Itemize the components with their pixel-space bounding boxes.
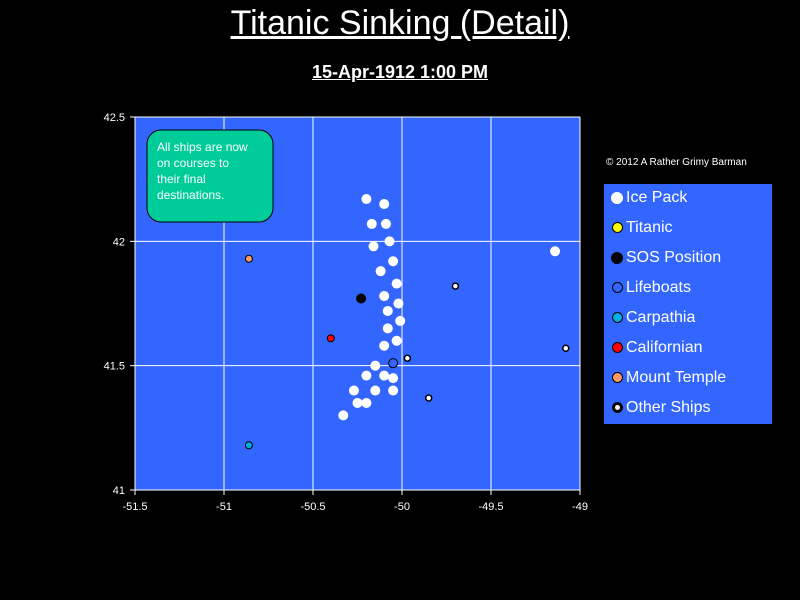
x-tick-label: -51 xyxy=(216,501,232,513)
chart-subtitle: 15-Apr-1912 1:00 PM xyxy=(311,62,489,82)
legend-label-titanic: Titanic xyxy=(626,219,673,236)
x-tick-label: -50 xyxy=(394,501,410,513)
legend-label-sos-position: SOS Position xyxy=(626,249,722,266)
point-other-ships xyxy=(403,354,412,362)
point-ice-pack xyxy=(384,236,395,247)
point-ice-pack xyxy=(382,323,393,334)
point-ice-pack xyxy=(391,335,402,346)
point-ice-pack xyxy=(391,278,402,289)
x-tick-label: -49 xyxy=(572,501,588,513)
point-other-ships xyxy=(424,394,433,402)
point-ice-pack xyxy=(366,218,377,229)
chart-title: Titanic Sinking (Detail) xyxy=(230,4,570,42)
point-ice-pack xyxy=(379,340,390,351)
point-carpathia xyxy=(244,441,253,450)
point-ice-pack xyxy=(368,241,379,252)
point-ice-pack xyxy=(380,218,391,229)
point-ice-pack xyxy=(388,385,399,396)
legend-marker-titanic xyxy=(612,222,623,233)
y-tick-label: 41 xyxy=(113,485,125,497)
legend-marker-ice-pack xyxy=(611,192,623,204)
point-ice-pack xyxy=(393,298,404,309)
legend-item-mount-temple: Mount Temple xyxy=(612,367,727,389)
legend-label-californian: Californian xyxy=(626,339,703,356)
legend-label-other-ships: Other Ships xyxy=(626,399,711,416)
point-ice-pack xyxy=(361,370,372,381)
point-ice-pack xyxy=(348,385,359,396)
point-other-ships xyxy=(562,344,570,353)
legend-item-carpathia: Carpathia xyxy=(612,307,696,329)
point-lifeboats xyxy=(388,358,399,369)
legend: Ice Pack Titanic SOS Position Lifeboats … xyxy=(604,184,772,424)
point-ice-pack xyxy=(379,370,390,381)
point-ice-pack xyxy=(338,410,349,421)
point-other-ships xyxy=(451,282,460,290)
point-ice-pack xyxy=(382,305,393,316)
legend-label-carpathia: Carpathia xyxy=(626,309,696,326)
point-sos-position xyxy=(356,293,367,304)
legend-marker-other-ships xyxy=(612,402,623,413)
legend-label-lifeboats: Lifeboats xyxy=(626,279,691,296)
point-ice-pack xyxy=(388,373,399,384)
point-ice-pack xyxy=(379,199,390,210)
annotation-text: All ships are now on courses to their fina… xyxy=(157,140,248,202)
legend-label-mount-temple: Mount Temple xyxy=(626,369,727,386)
point-ice-pack xyxy=(361,194,372,205)
point-californian xyxy=(326,334,335,343)
legend-item-ice-pack: Ice Pack xyxy=(611,187,688,209)
legend-item-sos-position: SOS Position xyxy=(611,247,722,269)
y-tick-label: 42.5 xyxy=(104,112,125,124)
point-mount-temple xyxy=(244,254,253,263)
x-tick-label: -50.5 xyxy=(300,501,325,513)
point-ice-pack xyxy=(550,246,561,257)
point-ice-pack xyxy=(370,385,381,396)
point-ice-pack xyxy=(370,360,381,371)
point-ice-pack xyxy=(395,315,406,326)
legend-item-titanic: Titanic xyxy=(612,217,673,239)
legend-item-other-ships: Other Ships xyxy=(612,397,711,419)
y-tick-label: 41.5 xyxy=(104,361,125,373)
legend-label-ice-pack: Ice Pack xyxy=(626,189,688,206)
point-ice-pack xyxy=(361,397,372,408)
point-ice-pack xyxy=(352,397,363,408)
y-tick-label: 42 xyxy=(113,236,125,248)
legend-marker-californian xyxy=(612,342,623,353)
point-ice-pack xyxy=(388,256,399,267)
copyright-notice: © 2012 A Rather Grimy Barman xyxy=(606,157,747,168)
legend-marker-carpathia xyxy=(612,312,623,323)
legend-marker-mount-temple xyxy=(612,372,623,383)
point-ice-pack xyxy=(379,291,390,302)
legend-item-californian: Californian xyxy=(612,337,703,359)
legend-marker-sos-position xyxy=(611,252,623,264)
legend-item-lifeboats: Lifeboats xyxy=(612,277,691,299)
legend-marker-lifeboats xyxy=(612,282,623,293)
annotation-box xyxy=(146,129,274,223)
x-tick-label: -51.5 xyxy=(122,501,147,513)
point-ice-pack xyxy=(375,266,386,277)
x-tick-label: -49.5 xyxy=(478,501,503,513)
